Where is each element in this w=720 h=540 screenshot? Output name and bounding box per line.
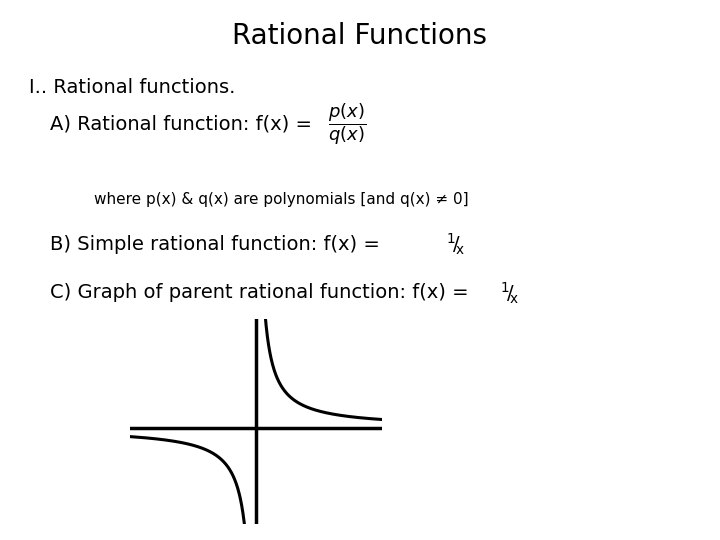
- Text: where p(x) & q(x) are polynomials [and q(x) ≠ 0]: where p(x) & q(x) are polynomials [and q…: [94, 192, 468, 207]
- Text: $\dfrac{p(x)}{q(x)}$: $\dfrac{p(x)}{q(x)}$: [328, 102, 366, 147]
- Text: B) Simple rational function: f(x) =: B) Simple rational function: f(x) =: [50, 235, 387, 254]
- Text: $\mathsf{^1\!/\!_x}$: $\mathsf{^1\!/\!_x}$: [446, 232, 466, 258]
- Text: C) Graph of parent rational function: f(x) =: C) Graph of parent rational function: f(…: [50, 284, 475, 302]
- Text: $\mathsf{^1\!/\!_x}$: $\mathsf{^1\!/\!_x}$: [500, 281, 520, 306]
- Text: Rational Functions: Rational Functions: [233, 22, 487, 50]
- Text: A) Rational function: f(x) =: A) Rational function: f(x) =: [50, 114, 319, 134]
- Text: I.. Rational functions.: I.. Rational functions.: [29, 78, 235, 97]
